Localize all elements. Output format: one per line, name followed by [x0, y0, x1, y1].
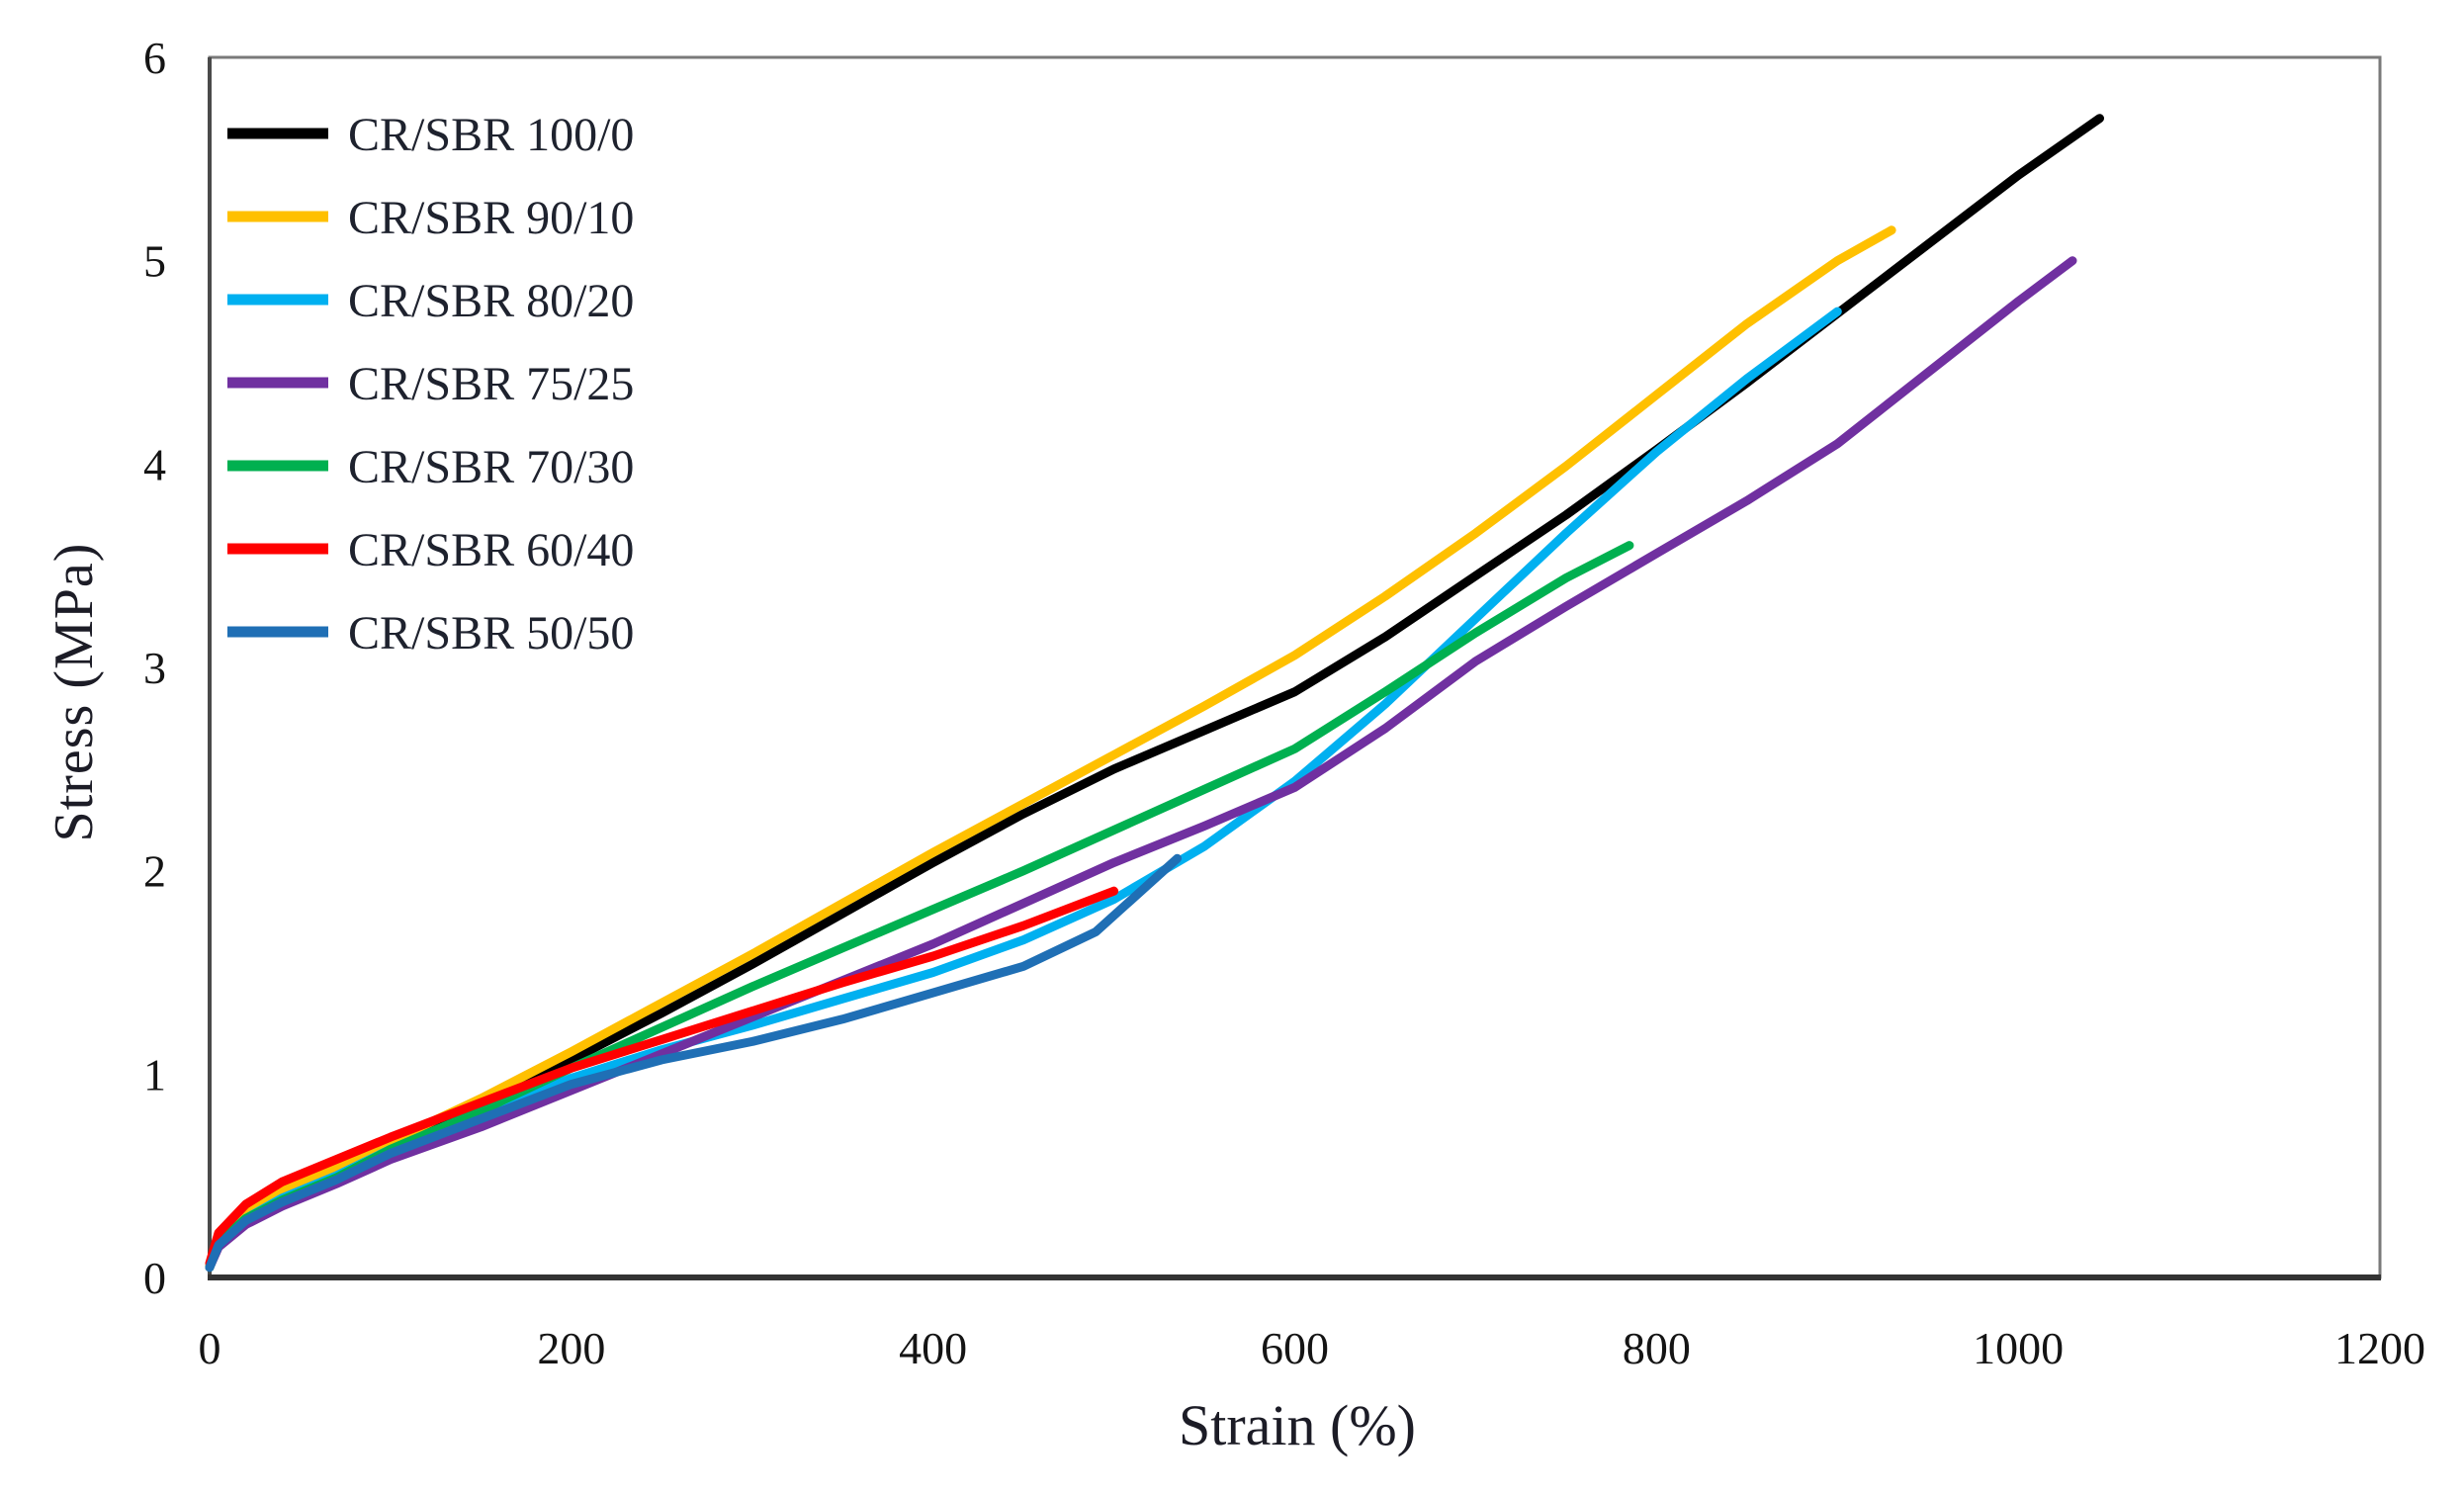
y-tick-label: 1	[143, 1049, 166, 1099]
x-tick-label: 400	[899, 1323, 967, 1373]
x-tick-label: 800	[1623, 1323, 1691, 1373]
y-tick-label: 3	[143, 643, 166, 693]
y-tick-label: 5	[143, 236, 166, 287]
legend-item--100-0: CR/SBR 100/0	[227, 109, 634, 161]
legend-item--50-50: CR/SBR 50/50	[227, 607, 634, 659]
legend-item--60-40: CR/SBR 60/40	[227, 524, 634, 576]
x-tick-label: 600	[1261, 1323, 1329, 1373]
y-tick-label: 6	[143, 33, 166, 83]
y-axis-title: Stress (MPa)	[44, 542, 105, 842]
legend-label: CR/SBR 60/40	[348, 524, 634, 576]
series-line--90-10	[205, 225, 1896, 1271]
x-tick-label: 1200	[2334, 1323, 2425, 1373]
x-tick-label: 0	[199, 1323, 221, 1373]
x-tick-label: 1000	[1973, 1323, 2064, 1373]
legend-item--80-20: CR/SBR 80/20	[227, 275, 634, 327]
series-line--60-40	[205, 886, 1119, 1269]
legend-item--70-30: CR/SBR 70/30	[227, 441, 634, 493]
legend-label: CR/SBR 90/10	[348, 192, 634, 244]
legend-label: CR/SBR 75/25	[348, 358, 634, 410]
legend-item--75-25: CR/SBR 75/25	[227, 358, 634, 410]
legend-label: CR/SBR 50/50	[348, 607, 634, 659]
legend-label: CR/SBR 100/0	[348, 109, 634, 161]
x-axis-title: Strain (%)	[1179, 1393, 1416, 1457]
y-tick-label: 4	[143, 439, 166, 489]
x-tick-label: 200	[537, 1323, 605, 1373]
y-tick-label: 0	[143, 1253, 166, 1303]
legend-label: CR/SBR 80/20	[348, 275, 634, 327]
legend-label: CR/SBR 70/30	[348, 441, 634, 493]
legend-item--90-10: CR/SBR 90/10	[227, 192, 634, 244]
y-tick-label: 2	[143, 846, 166, 897]
series-line--50-50	[205, 853, 1183, 1273]
